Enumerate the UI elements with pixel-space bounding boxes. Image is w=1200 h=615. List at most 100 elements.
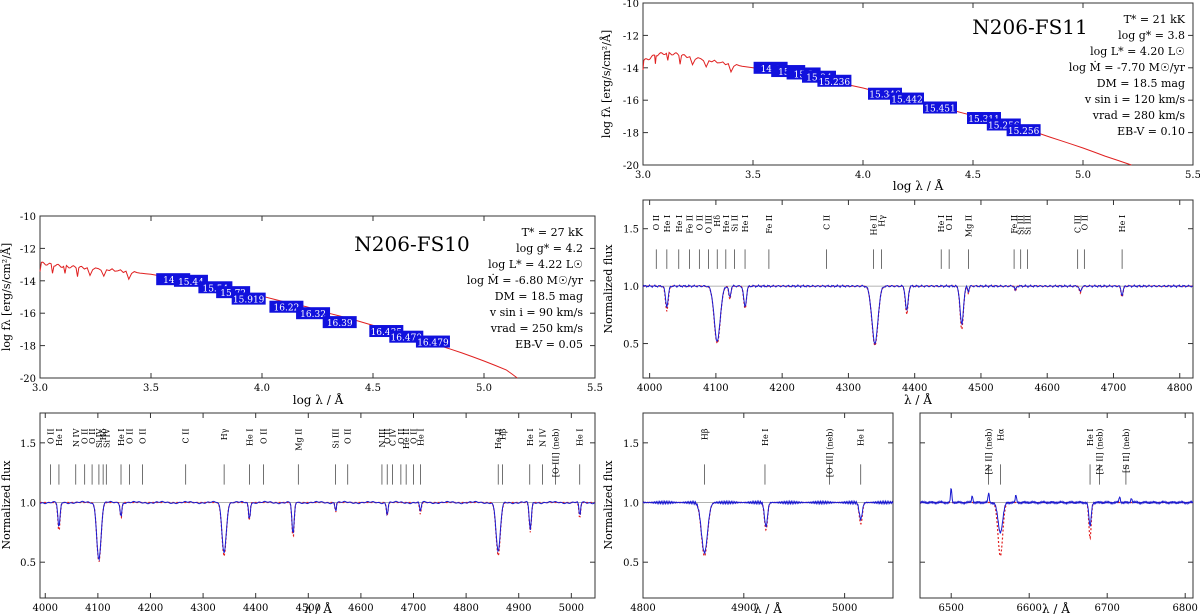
x-tick-label: 6700 bbox=[1094, 603, 1119, 614]
param-text: log L* = 4.22 L☉ bbox=[488, 258, 583, 271]
line-id-label: O II bbox=[47, 429, 56, 444]
line-id-label: He I bbox=[722, 215, 731, 232]
x-tick-label: 4600 bbox=[1034, 383, 1059, 394]
x-tick-label: 3.5 bbox=[143, 383, 159, 394]
y-tick-label: 1.0 bbox=[20, 499, 36, 510]
photometry-box bbox=[923, 101, 957, 114]
photometry-label: 15.919 bbox=[233, 296, 265, 306]
line-id-label: Si III bbox=[1017, 215, 1026, 235]
spec-fs10-hbeta-xlabel: λ / Å bbox=[754, 601, 782, 615]
param-text: T* = 27 kK bbox=[522, 226, 584, 239]
line-id-label: Fe II bbox=[765, 215, 774, 234]
line-id-label: [O III] (neb) bbox=[552, 429, 561, 478]
spec-fs10-hbeta-frame bbox=[642, 412, 894, 599]
photometry-box bbox=[415, 335, 450, 348]
line-id-label: Si IV bbox=[102, 428, 111, 448]
x-tick-label: 4800 bbox=[453, 603, 478, 614]
line-id-label: Hγ bbox=[220, 428, 229, 440]
x-tick-label: 4300 bbox=[836, 383, 861, 394]
x-tick-label: 4500 bbox=[968, 383, 993, 394]
line-id-label: O II bbox=[125, 429, 134, 444]
photometry-label: 15.346 bbox=[869, 91, 901, 101]
line-id-label: N IV bbox=[72, 428, 81, 447]
photometry-label: 16.435 bbox=[371, 328, 403, 338]
y-tick-label: -14 bbox=[623, 64, 639, 75]
line-id-label: He I bbox=[741, 215, 750, 232]
photometry-box bbox=[322, 316, 357, 329]
param-text: log g* = 3.8 bbox=[1118, 29, 1185, 42]
param-text: v sin i = 90 km/s bbox=[489, 306, 583, 319]
x-tick-label: 4.0 bbox=[855, 170, 871, 181]
x-tick-label: 4800 bbox=[630, 603, 655, 614]
line-id-label: Fe II bbox=[685, 215, 694, 234]
line-id-label: O II bbox=[945, 215, 954, 230]
y-tick-label: 1.5 bbox=[20, 439, 36, 450]
photometry-box bbox=[389, 330, 424, 343]
line-id-label: O II bbox=[88, 429, 97, 444]
line-id-label: N IV bbox=[538, 428, 547, 447]
spec-fs10-halpha-panel: 6500 6600 6700 6800[N II] (neb) Hα He I [N II]… bbox=[919, 412, 1198, 615]
line-id-label: Hβ bbox=[700, 428, 709, 440]
param-text: EB-V = 0.10 bbox=[1117, 125, 1185, 138]
spec-fs10-blue-ylabel: Normalized flux bbox=[0, 460, 13, 550]
y-tick-label: -14 bbox=[20, 277, 36, 288]
x-tick-label: 4800 bbox=[1167, 383, 1192, 394]
param-text: T* = 21 kK bbox=[1124, 13, 1186, 26]
x-tick-label: 4200 bbox=[138, 603, 163, 614]
line-id-label: He I bbox=[857, 429, 866, 446]
photometry-label: 15.44 bbox=[178, 278, 204, 288]
line-id-label: [O III] (neb) bbox=[825, 429, 834, 478]
line-id-label: O II bbox=[383, 429, 392, 444]
photometry-box bbox=[231, 292, 266, 305]
param-text: DM = 18.5 mag bbox=[1097, 77, 1185, 90]
photometry-label: 14.9 bbox=[761, 65, 781, 75]
sed-fs10-xlabel: log λ / Å bbox=[293, 392, 344, 407]
line-id-label: He I bbox=[937, 215, 946, 232]
sed-fs11-panel: 3.0 3.5 4.0 4.5 5.0 5.5 -10 -12 -14 -16 -18 -20 14.9… bbox=[599, 0, 1200, 193]
line-id-label: Hδ bbox=[713, 215, 722, 227]
photometry-label: 16.470 bbox=[391, 334, 423, 344]
x-tick-label: 6800 bbox=[1172, 603, 1197, 614]
model-spectrum bbox=[40, 501, 595, 562]
param-text: log L* = 4.20 L☉ bbox=[1090, 45, 1185, 58]
y-tick-label: -20 bbox=[20, 374, 36, 385]
line-id-label: Si IV bbox=[95, 428, 104, 448]
sed-fs10-frame bbox=[39, 215, 596, 379]
photometry-box bbox=[817, 74, 852, 87]
param-text: log Ṁ = -6.80 M☉/yr bbox=[467, 273, 584, 287]
y-tick-label: 1.5 bbox=[623, 225, 639, 236]
spec-fs10-halpha-frame bbox=[919, 412, 1194, 599]
line-id-label: He II bbox=[402, 429, 411, 450]
line-id-label: O II bbox=[695, 215, 704, 230]
x-tick-label: 4900 bbox=[731, 603, 756, 614]
x-tick-label: 4400 bbox=[902, 383, 927, 394]
photometry-label: 14.9 bbox=[163, 276, 183, 286]
line-id-label: Mg II bbox=[964, 215, 973, 237]
x-tick-label: 4400 bbox=[243, 603, 268, 614]
x-tick-label: 5.0 bbox=[476, 383, 492, 394]
line-id-label: Hγ bbox=[878, 215, 887, 227]
y-tick-label: -20 bbox=[623, 161, 639, 172]
x-tick-label: 5.5 bbox=[587, 383, 603, 394]
spec-fs10-blue-xlabel: λ / Å bbox=[304, 601, 332, 615]
photometry-box bbox=[1006, 124, 1041, 137]
x-tick-label: 4100 bbox=[703, 383, 728, 394]
line-id-label: Si III bbox=[1023, 215, 1032, 235]
model-sed-curve bbox=[39, 261, 518, 379]
photometry-box bbox=[269, 300, 304, 313]
x-tick-label: 4.0 bbox=[254, 383, 270, 394]
x-tick-label: 5000 bbox=[832, 603, 857, 614]
line-id-label: Hα bbox=[996, 428, 1005, 441]
photometry-label: 15.54 bbox=[202, 284, 228, 294]
param-text: EB-V = 0.05 bbox=[515, 338, 583, 351]
param-text: vrad = 280 km/s bbox=[1092, 109, 1186, 122]
line-id-label: He II bbox=[870, 215, 879, 236]
y-tick-label: 1.0 bbox=[623, 282, 639, 293]
param-text: log g* = 4.2 bbox=[516, 242, 583, 255]
y-tick-label: 0.5 bbox=[623, 558, 639, 569]
observed-spectrum bbox=[642, 499, 894, 555]
y-tick-label: -18 bbox=[20, 342, 36, 353]
y-tick-label: -12 bbox=[20, 244, 36, 255]
line-id-label: O II bbox=[397, 429, 406, 444]
